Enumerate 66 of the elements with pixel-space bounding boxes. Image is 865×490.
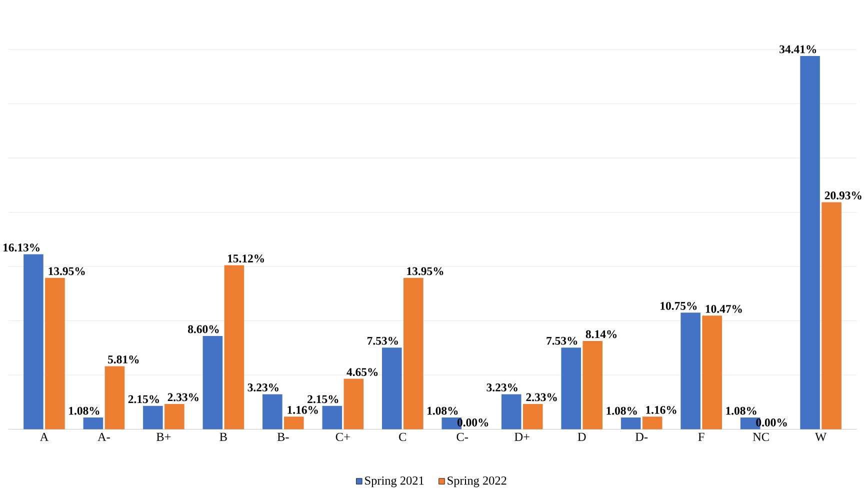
data-label: 2.15%	[128, 395, 159, 404]
x-tick-label: C-	[456, 432, 468, 441]
bar	[202, 336, 223, 430]
bar	[620, 417, 641, 430]
legend-label: Spring 2021	[365, 476, 424, 488]
x-tick-label: C	[399, 432, 406, 441]
data-label: 7.53%	[368, 336, 398, 345]
x-tick-label: F	[698, 432, 704, 441]
bar	[284, 416, 304, 430]
data-label: 2.33%	[526, 393, 557, 402]
data-label: 2.15%	[308, 395, 338, 404]
bar	[501, 394, 522, 430]
bar	[404, 278, 424, 430]
x-tick-label: W	[815, 432, 827, 441]
data-label: 13.95%	[407, 267, 444, 276]
bar	[522, 404, 543, 430]
data-label: 5.81%	[108, 355, 139, 364]
bar	[582, 340, 602, 430]
bar	[642, 416, 662, 430]
bar	[262, 394, 282, 430]
data-label: 1.08%	[726, 406, 756, 415]
bar	[24, 254, 44, 430]
data-label: 15.12%	[228, 254, 264, 262]
data-label: 3.23%	[248, 383, 278, 392]
data-label: 4.65%	[346, 368, 378, 376]
bar	[224, 265, 244, 430]
x-tick-label: NC	[752, 432, 769, 441]
data-label: 1.16%	[646, 406, 676, 414]
x-tick-label: C+	[336, 432, 350, 441]
data-label: 7.53%	[546, 336, 578, 345]
data-label: 13.95%	[48, 267, 85, 276]
bar	[680, 312, 700, 430]
x-tick-label: D-	[635, 432, 648, 441]
legend-label: Spring 2022	[448, 476, 506, 488]
bar	[322, 406, 342, 430]
bar	[164, 404, 184, 430]
bar	[45, 278, 65, 430]
data-label: 10.47%	[706, 304, 742, 313]
data-label: 1.08%	[606, 406, 637, 415]
x-tick-label: D	[578, 432, 586, 441]
data-label: 1.08%	[69, 406, 100, 415]
data-label: 8.60%	[188, 325, 219, 334]
x-tick-label: B+	[156, 432, 171, 441]
bar	[143, 406, 163, 430]
data-label: 34.41%	[780, 45, 816, 54]
bar	[104, 366, 125, 430]
data-label: 10.75%	[660, 302, 697, 310]
bar	[382, 347, 402, 430]
data-label: 1.16%	[288, 406, 318, 414]
bar	[561, 347, 581, 430]
bar	[83, 417, 104, 430]
bar	[344, 378, 364, 430]
x-tick-label: A-	[98, 432, 110, 441]
data-label: 8.14%	[586, 330, 617, 338]
bar	[822, 202, 842, 430]
data-label: 20.93%	[824, 191, 862, 200]
x-tick-label: A	[40, 432, 49, 441]
data-label: 1.08%	[428, 406, 458, 415]
data-label: 3.23%	[486, 383, 518, 392]
data-label: 2.33%	[168, 393, 198, 402]
data-label: 16.13%	[3, 244, 40, 252]
bar	[800, 56, 820, 430]
bar	[702, 316, 722, 430]
x-tick-label: D+	[514, 432, 530, 441]
x-tick-label: B-	[277, 432, 289, 441]
x-tick-label: B	[220, 432, 227, 441]
